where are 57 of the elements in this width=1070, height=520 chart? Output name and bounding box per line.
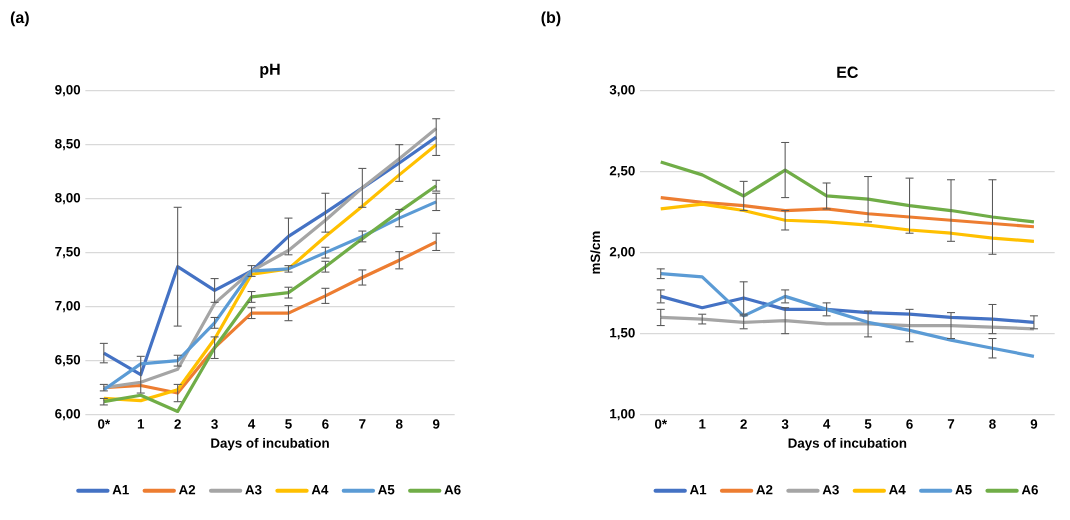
text: (b) bbox=[541, 11, 561, 27]
legend-label: A5 bbox=[955, 485, 972, 495]
x-tick-label: 5 bbox=[864, 419, 872, 429]
legend-label: A4 bbox=[889, 485, 906, 495]
legend-label: A6 bbox=[1021, 485, 1038, 495]
legend-label: A3 bbox=[822, 485, 839, 495]
x-tick-label: 9 bbox=[432, 419, 440, 429]
legend-label: A6 bbox=[444, 485, 461, 495]
x-axis-title: Days of incubation bbox=[211, 437, 329, 451]
line-series bbox=[102, 184, 438, 414]
legend-label: A3 bbox=[245, 485, 262, 495]
x-tick-label: 8 bbox=[989, 419, 996, 429]
x-tick-label: 1 bbox=[699, 419, 706, 429]
y-tick-label: 3,00 bbox=[609, 84, 635, 97]
y-tick-label: 2,00 bbox=[609, 246, 635, 259]
y-tick-label: 7,50 bbox=[55, 246, 81, 259]
line-series bbox=[659, 272, 1036, 358]
chart-title: pH bbox=[260, 63, 280, 78]
chart-title: EC bbox=[837, 66, 859, 78]
legend-label: A1 bbox=[689, 485, 707, 495]
y-tick-label: 9,00 bbox=[55, 84, 81, 97]
x-tick-label: 2 bbox=[740, 419, 747, 429]
x-tick-label: 4 bbox=[823, 419, 831, 429]
x-tick-label: 6 bbox=[906, 419, 913, 429]
line-series bbox=[659, 160, 1036, 224]
y-tick-label: 6,50 bbox=[55, 354, 81, 367]
legend-label: A5 bbox=[378, 485, 395, 495]
x-tick-label: 5 bbox=[285, 419, 292, 429]
y-axis-title: mS/cm bbox=[590, 231, 601, 274]
y-tick-label: 8,50 bbox=[55, 138, 81, 151]
text: (a) bbox=[10, 11, 29, 27]
y-tick-label: 7,00 bbox=[55, 300, 81, 313]
x-tick-label: 3 bbox=[211, 419, 218, 429]
line-series bbox=[659, 294, 1036, 324]
legend-label: A2 bbox=[178, 485, 196, 495]
y-tick-label: 6,00 bbox=[55, 408, 81, 421]
x-tick-label: 8 bbox=[395, 419, 403, 429]
legend-label: A1 bbox=[112, 485, 129, 495]
x-tick-label: 4 bbox=[248, 419, 256, 429]
x-tick-label: 9 bbox=[1030, 419, 1038, 429]
line-series bbox=[659, 202, 1036, 243]
x-tick-label: 0* bbox=[98, 419, 111, 429]
x-tick-label: 1 bbox=[137, 419, 145, 429]
y-tick-label: 8,00 bbox=[55, 192, 81, 205]
x-tick-label: 2 bbox=[174, 419, 181, 429]
line-series bbox=[102, 200, 438, 392]
x-tick-label: 7 bbox=[359, 419, 366, 429]
x-tick-label: 3 bbox=[781, 419, 789, 429]
x-axis-title: Days of incubation bbox=[788, 437, 907, 451]
x-tick-label: 7 bbox=[947, 419, 955, 429]
legend-label: A4 bbox=[311, 485, 329, 495]
legend-label: A2 bbox=[756, 485, 773, 495]
y-tick-label: 2,50 bbox=[609, 165, 635, 178]
y-tick-label: 1,00 bbox=[610, 408, 635, 421]
x-tick-label: 0* bbox=[654, 419, 668, 429]
y-tick-label: 1,50 bbox=[610, 327, 635, 340]
x-tick-label: 6 bbox=[322, 419, 329, 429]
